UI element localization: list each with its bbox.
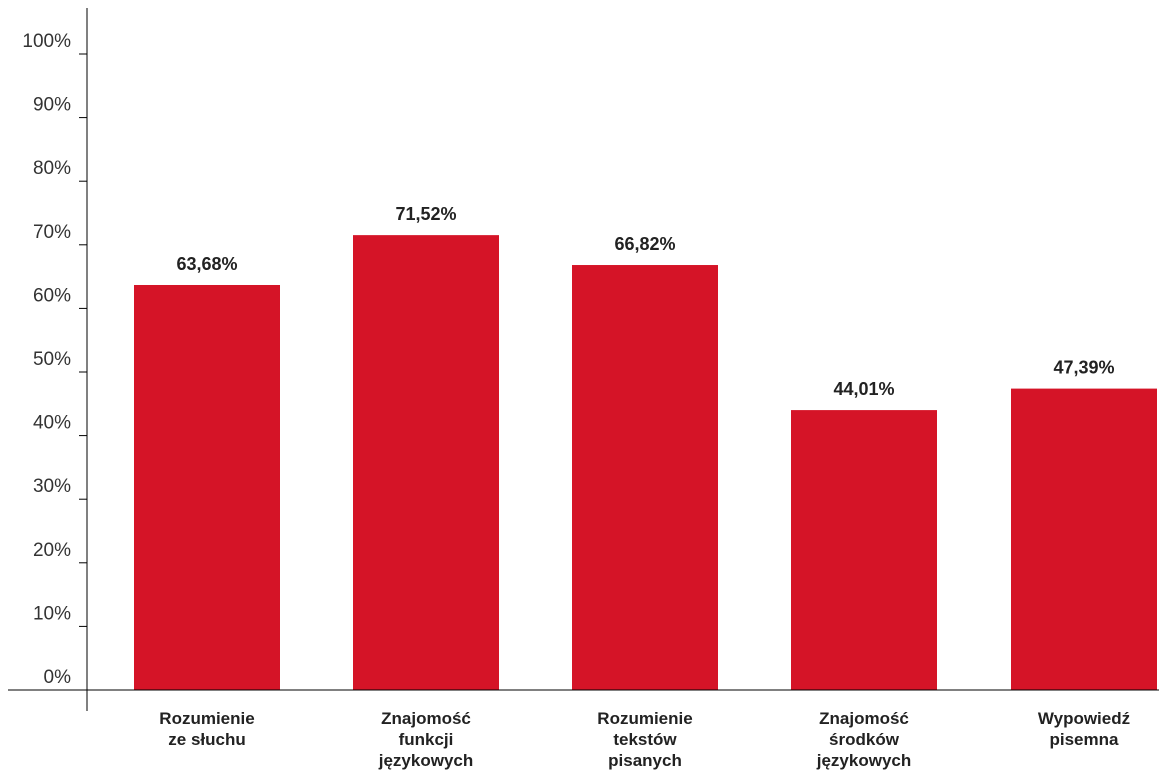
bar xyxy=(1011,388,1157,690)
x-tick-label-line: Rozumienie xyxy=(597,709,692,728)
x-tick-label: Rozumienie tekstów pisanych xyxy=(597,709,692,770)
y-tick-label: 100% xyxy=(22,31,71,52)
y-tick-label: 70% xyxy=(33,222,71,243)
y-tick-label: 60% xyxy=(33,285,71,306)
data-label: 71,52% xyxy=(395,204,456,224)
x-tick-label: Wypowiedź pisemna xyxy=(1038,709,1130,749)
category-labels: Rozumienie ze słuchu Znajomość funkcji język… xyxy=(159,709,1130,770)
data-label: 47,39% xyxy=(1053,358,1114,378)
x-tick-label-line: pisemna xyxy=(1050,730,1120,749)
x-tick-label: Znajomość funkcji językowych xyxy=(378,709,474,770)
x-tick-label-line: Znajomość xyxy=(819,709,909,728)
y-tick-label: 90% xyxy=(33,95,71,116)
y-tick-label: 0% xyxy=(44,667,72,688)
y-tick-label: 80% xyxy=(33,158,71,179)
x-tick-label-line: Rozumienie xyxy=(159,709,254,728)
x-tick-label-line: pisanych xyxy=(608,751,682,770)
x-tick-label-line: Znajomość xyxy=(381,709,471,728)
value-labels: 63,68% 71,52% 66,82% 44,01% 47,39% xyxy=(176,204,1114,399)
x-tick-label: Rozumienie ze słuchu xyxy=(159,709,254,749)
bar xyxy=(134,284,280,690)
y-tick-label: 20% xyxy=(33,540,71,561)
x-tick-label-line: tekstów xyxy=(613,730,677,749)
data-label: 66,82% xyxy=(614,234,675,254)
x-tick-label-line: Wypowiedź xyxy=(1038,709,1130,728)
y-tick-label: 10% xyxy=(33,603,71,624)
x-tick-label: Znajomość środków językowych xyxy=(816,709,912,770)
y-tick-label: 30% xyxy=(33,476,71,497)
x-tick-label-line: językowych xyxy=(816,751,912,770)
y-tick-label: 40% xyxy=(33,413,71,434)
bar xyxy=(791,410,937,690)
bar xyxy=(353,235,499,690)
x-tick-label-line: ze słuchu xyxy=(168,730,245,749)
y-axis: 0% 10% 20% 30% 40% 50% 60% 70% 80% 90% 100% xyxy=(22,8,88,711)
y-tick-label: 50% xyxy=(33,349,71,370)
bars xyxy=(134,235,1157,690)
x-tick-label-line: językowych xyxy=(378,751,474,770)
data-label: 63,68% xyxy=(176,254,237,274)
x-tick-label-line: funkcji xyxy=(399,730,454,749)
x-tick-label-line: środków xyxy=(829,730,900,749)
data-label: 44,01% xyxy=(833,379,894,399)
bar xyxy=(572,265,718,690)
